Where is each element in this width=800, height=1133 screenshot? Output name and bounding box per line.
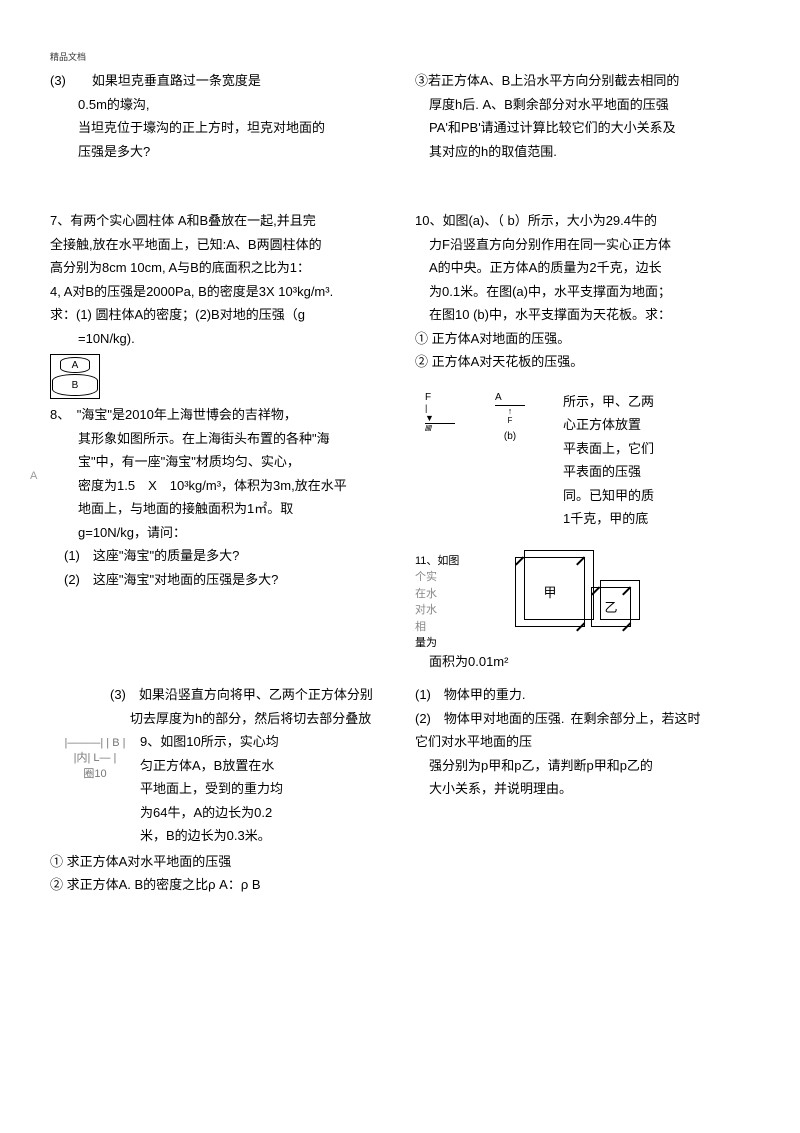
q8-q1: (1) 这座"海宝"的质量是多大? [50, 546, 385, 566]
q11-l7: 面积为0.01m² [415, 652, 750, 672]
q10-line4: 为0.1米。在图(a)中，水平支撑面为地面； [415, 282, 750, 302]
q7-line3: 高分别为8cm 10cm, A与B的底面积之比为1： [50, 258, 385, 278]
force-figure-row: F | ▼ ///// A ↑ F (b) 所示，甲、乙两 心正方体放置 平表面… [415, 392, 750, 533]
q3b-line2: 厚度h后. A、B剩余部分对水平地面的压强 [415, 95, 750, 115]
q9-c2: ② 求正方体A. B的密度之比ρ A：ρ B [50, 875, 385, 895]
q10-line3: A的中央。正方体A的质量为2千克，边长 [415, 258, 750, 278]
side-l2: 心正方体放置 [563, 415, 750, 435]
q7-line1: 7、有两个实心圆柱体 A和B叠放在一起,并且完 [50, 211, 385, 231]
q11-l5: 相 [415, 619, 475, 636]
q3b-line1: ③若正方体A、B上沿水平方向分别截去相同的 [415, 71, 750, 91]
q3b-line3: PA'和PB'请通过计算比较它们的大小关系及 [415, 118, 750, 138]
q8-line4: 密度为1.5 X 10³kg/m³，体积为3m,放在水平 [50, 476, 385, 496]
force-diagram: F | ▼ ///// A ↑ F (b) [415, 392, 555, 462]
q11-l6: 量为 [415, 635, 475, 652]
q10-c2: ② 正方体A对天花板的压强。 [415, 352, 750, 372]
fig10-l2: |内| L― | [50, 751, 140, 766]
q11-l3: 在水 [415, 586, 475, 603]
q9-l2: 匀正方体A，B放置在水 [140, 756, 385, 776]
cube-jia-label: 甲 [543, 582, 556, 601]
q3-line3: 当坦克位于壕沟的正上方时，坦克对地面的 [50, 118, 385, 138]
side-l4: 平表面的压强 [563, 462, 750, 482]
q8-q3-l2: 切去厚度为h的部分，然后将切去部分叠放 [50, 709, 385, 729]
q9-c1: ① 求正方体A对水平地面的压强 [50, 852, 385, 872]
q11-q1: (1) 物体甲的重力. [415, 685, 750, 705]
q9-row: |―――| | B | |内| L― | 圈10 9、如图10所示，实心均 匀正… [50, 732, 385, 826]
q10-line1: 10、如图(a)、（ b）所示，大小为29.4牛的 [415, 211, 750, 231]
cylinder-b: B [52, 374, 98, 396]
q10-line5: 在图10 (b)中，水平支撑面为天花板。求： [415, 305, 750, 325]
q9-l3: 平地面上，受到的重力均 [140, 779, 385, 799]
q10-line2: 力F沿竖直方向分别作用在同一实心正方体 [415, 235, 750, 255]
q7-line2: 全接触,放在水平地面上，已知:A、B两圆柱体的 [50, 235, 385, 255]
q10-c1: ① 正方体A对地面的压强。 [415, 329, 750, 349]
cube-jia: 甲 [515, 557, 585, 627]
q11-q2: (2) 物体甲对地面的压强. [415, 709, 571, 729]
cylinder-diagram: A B [50, 354, 100, 399]
q11-l4: 对水 [415, 602, 475, 619]
cube-diagram: 甲 乙 [515, 557, 631, 627]
side-l3: 平表面上，它们 [563, 439, 750, 459]
q8-line5: 地面上，与地面的接触面积为1㎡。取 [50, 499, 385, 519]
right-column: ③若正方体A、B上沿水平方向分别截去相同的 厚度h后. A、B剩余部分对水平地面… [415, 71, 750, 675]
q11-label: 11、如图 [415, 555, 459, 567]
q3b-line4: 其对应的h的取值范围. [415, 142, 750, 162]
fig10-box: |―――| | B | |内| L― | 圈10 [50, 732, 140, 826]
fig-b-label: (b) [495, 431, 525, 442]
force-f-label: F [425, 392, 455, 403]
q9-l1: 9、如图10所示，实心均 [140, 732, 385, 752]
q11-block: 11、如图 个实 在水 对水 相 量为 甲 乙 [415, 553, 750, 652]
cube-yi-label: 乙 [604, 597, 617, 616]
fig10-l1: |―――| | B | [50, 736, 140, 751]
r-l3: 强分别为p甲和p乙，请判断p甲和p乙的 [415, 756, 750, 776]
force-a-label: A [495, 392, 525, 403]
q8-q3-l1: (3) 如果沿竖直方向将甲、乙两个正方体分别 [50, 685, 385, 705]
r-l1: 在剩余部分上，若这时 [571, 709, 701, 729]
q8-line3: 宝"中，有一座"海宝"材质均匀、实心， [50, 452, 385, 472]
q8-line6: g=10N/kg，请问： [50, 523, 385, 543]
q9-l5: 米，B的边长为0.3米。 [50, 826, 385, 846]
q9-l4: 为64牛，A的边长为0.2 [140, 803, 385, 823]
q9-text: 9、如图10所示，实心均 匀正方体A，B放置在水 平地面上，受到的重力均 为64… [140, 732, 385, 826]
q3-line1: (3) 如果坦克垂直路过一条宽度是 [50, 71, 385, 91]
fig10-l3: 圈10 [50, 767, 140, 782]
side-l6: 1千克，甲的底 [563, 509, 750, 529]
q11-l2: 个实 [415, 569, 475, 586]
q8-line2: 其形象如图所示。在上海街头布置的各种"海 [50, 429, 385, 449]
main-columns: (3) 如果坦克垂直路过一条宽度是 0.5m的壕沟, 当坦克位于壕沟的正上方时，… [50, 71, 750, 675]
q7-line6: =10N/kg). [50, 329, 385, 349]
q7-line5: 求：(1) 圆柱体A的密度；(2)B对地的压强（g [50, 305, 385, 325]
side-letter-a: A [30, 470, 37, 482]
cube-yi: 乙 [591, 587, 631, 627]
side-l1: 所示，甲、乙两 [563, 392, 750, 412]
q3-line2: 0.5m的壕沟, [50, 95, 385, 115]
q11-left-text: 11、如图 个实 在水 对水 相 量为 [415, 553, 475, 652]
r-l2: 它们对水平地面的压 [415, 732, 750, 752]
ground-hatches: ///// [425, 424, 455, 433]
q8-line1: 8、 "海宝"是2010年上海世博会的吉祥物， [50, 405, 385, 425]
cylinder-a: A [60, 357, 90, 373]
r-l4: 大小关系，并说明理由。 [415, 779, 750, 799]
bottom-left: (3) 如果沿竖直方向将甲、乙两个正方体分别 切去厚度为h的部分，然后将切去部分… [50, 685, 385, 899]
q3-line4: 压强是多大? [50, 142, 385, 162]
q8-q2: (2) 这座"海宝"对地面的压强是多大? [50, 570, 385, 590]
side-l5: 同。已知甲的质 [563, 486, 750, 506]
q7-line4: 4, A对B的压强是2000Pa, B的密度是3X 10³kg/m³. [50, 282, 385, 302]
doc-header: 精品文档 [50, 50, 750, 63]
bottom-right: (1) 物体甲的重力. (2) 物体甲对地面的压强. 在剩余部分上，若这时 它们… [415, 685, 750, 899]
left-column: (3) 如果坦克垂直路过一条宽度是 0.5m的壕沟, 当坦克位于壕沟的正上方时，… [50, 71, 385, 675]
bottom-columns: (3) 如果沿竖直方向将甲、乙两个正方体分别 切去厚度为h的部分，然后将切去部分… [50, 685, 750, 899]
side-text-block: 所示，甲、乙两 心正方体放置 平表面上，它们 平表面的压强 同。已知甲的质 1千… [563, 392, 750, 533]
